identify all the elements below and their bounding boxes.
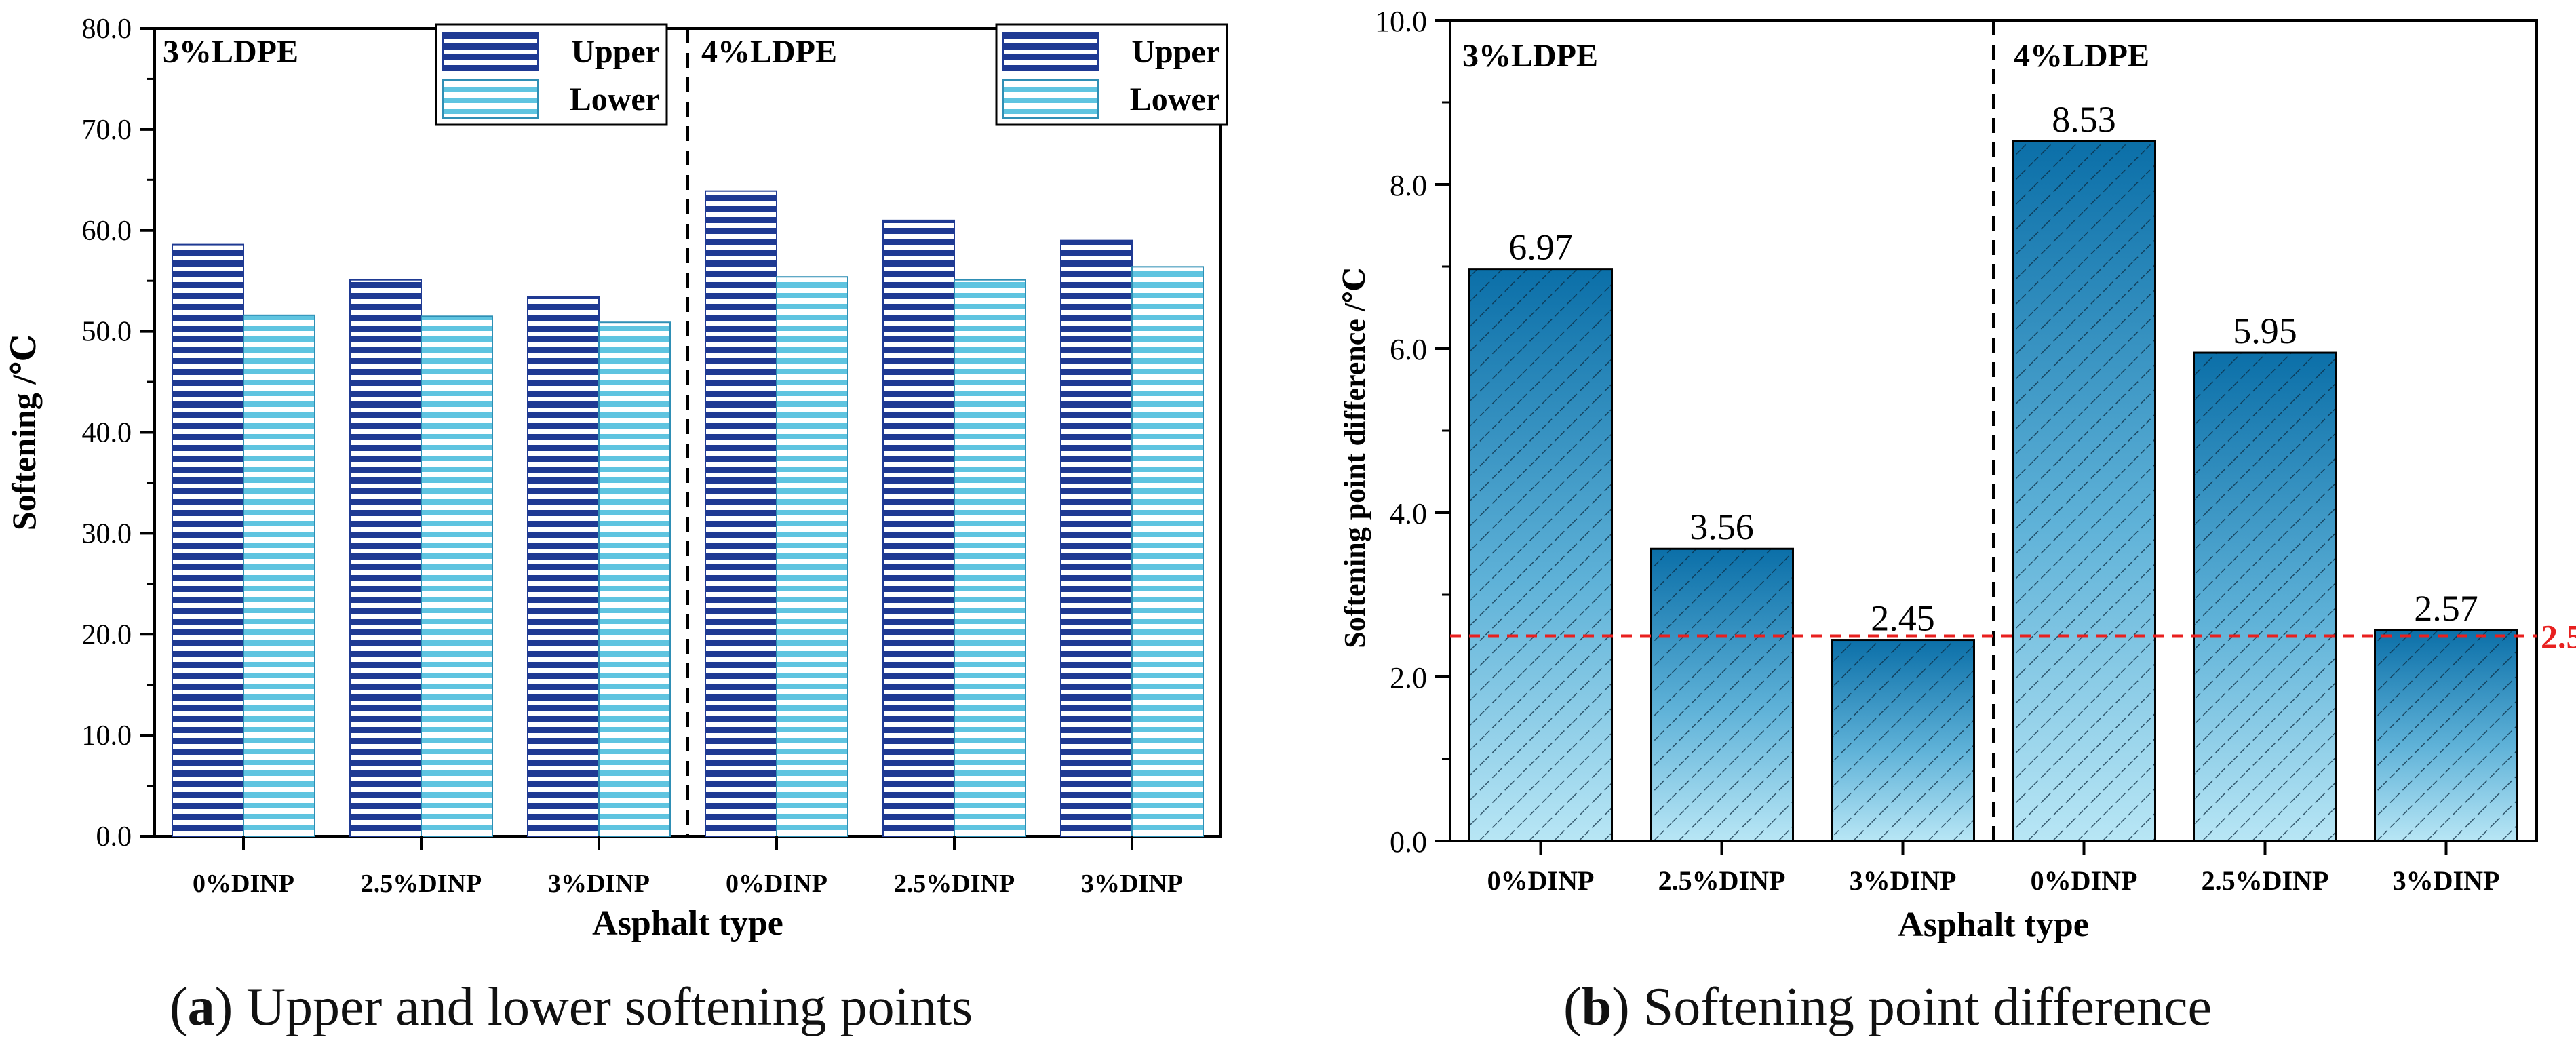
- x-tick-label-a: 3%DINP: [548, 869, 650, 898]
- y-tick-label-a: 60.0: [82, 216, 132, 247]
- y-tick-label-b: 0.0: [1390, 825, 1427, 859]
- bar-upper: [172, 243, 244, 837]
- caption-b-letter: b: [1581, 977, 1612, 1037]
- bar-value-label: 5.95: [2233, 311, 2297, 351]
- legend-label-upper: Upper: [1131, 34, 1220, 70]
- bar-value-label: 2.45: [1871, 598, 1935, 639]
- y-axis-label-a: Softening /℃: [5, 334, 43, 530]
- caption-b-text: Softening point difference: [1629, 977, 2212, 1037]
- bar-upper: [882, 219, 955, 837]
- x-tick-label-a: 3%DINP: [1081, 869, 1183, 898]
- x-tick-label-b: 2.5%DINP: [2202, 865, 2329, 896]
- bar-upper: [1060, 239, 1133, 837]
- bar-value-label: 8.53: [2052, 99, 2116, 140]
- bar-upper: [349, 279, 422, 838]
- y-tick-label-a: 10.0: [82, 720, 132, 751]
- bar-lower: [598, 321, 671, 837]
- legend-swatch-lower: [442, 79, 539, 119]
- bar-lower: [243, 314, 315, 837]
- bar-difference-hatch: [1650, 547, 1794, 842]
- bar-value-label: 6.97: [1508, 227, 1573, 268]
- x-tick-label-b: 3%DINP: [1850, 865, 1957, 896]
- bar-upper: [705, 190, 777, 838]
- bar-difference-hatch: [2374, 629, 2518, 842]
- group-label-b: 4%LDPE: [2014, 38, 2149, 74]
- legend-swatch-lower: [1002, 79, 1099, 119]
- legend-label-lower: Lower: [1130, 81, 1220, 117]
- legend-label-lower: Lower: [570, 81, 660, 117]
- x-tick-label-b: 2.5%DINP: [1658, 865, 1786, 896]
- chart-a: 0.0 10.0 20.0 30.0 40.0 50.0 60.0 70.0 80.0 0%DIN…: [5, 14, 1228, 943]
- y-tick-label-b: 2.0: [1390, 661, 1427, 694]
- y-tick-label-a: 80.0: [82, 14, 132, 45]
- y-tick-label-b: 6.0: [1390, 333, 1427, 366]
- bar-lower: [421, 315, 493, 837]
- caption-a: (a) Upper and lower softening points: [170, 977, 973, 1037]
- y-tick-label-a: 30.0: [82, 518, 132, 549]
- chart-b: 0.0 2.0 4.0 6.0 8.0 10.0 6.97 0%DINP 3.56 2.5%DIN…: [1338, 5, 2576, 944]
- bar-difference-hatch: [1831, 639, 1975, 842]
- x-axis-label-a: Asphalt type: [592, 904, 783, 943]
- x-tick-label-a: 2.5%DINP: [361, 869, 482, 898]
- legend-label-upper: Upper: [571, 34, 660, 70]
- x-tick-label-a: 0%DINP: [726, 869, 827, 898]
- y-tick-label-a: 0.0: [96, 821, 132, 853]
- y-tick-label-a: 50.0: [82, 317, 132, 348]
- x-axis-label-b: Asphalt type: [1898, 905, 2089, 944]
- y-tick-label-a: 70.0: [82, 115, 132, 146]
- group-label-a: 4%LDPE: [701, 34, 837, 70]
- x-tick-label-a: 2.5%DINP: [894, 869, 1015, 898]
- caption-a-letter: a: [187, 977, 215, 1037]
- threshold-label: 2.5: [2541, 618, 2576, 656]
- bar-lower: [954, 279, 1026, 838]
- group-label-a: 3%LDPE: [163, 34, 298, 70]
- x-tick-label-b: 3%DINP: [2393, 865, 2500, 896]
- y-axis-label-b: Softening point difference /℃: [1338, 267, 1371, 648]
- legend-swatch-upper: [1002, 32, 1099, 71]
- legend-swatch-upper: [442, 32, 539, 71]
- y-tick-label-b: 4.0: [1390, 497, 1427, 530]
- y-tick-label-b: 8.0: [1390, 169, 1427, 202]
- bar-upper: [527, 296, 600, 837]
- x-tick-label-b: 0%DINP: [2031, 865, 2138, 896]
- group-label-b: 3%LDPE: [1462, 38, 1598, 74]
- x-tick-label-b: 0%DINP: [1487, 865, 1595, 896]
- x-tick-label-a: 0%DINP: [193, 869, 294, 898]
- y-tick-label-b: 10.0: [1375, 5, 1427, 38]
- bar-difference-hatch: [2012, 140, 2156, 842]
- bar-lower: [1131, 266, 1204, 838]
- y-tick-label-a: 20.0: [82, 619, 132, 650]
- bar-difference-hatch: [2193, 351, 2337, 842]
- bar-lower: [776, 276, 848, 838]
- y-tick-label-a: 40.0: [82, 418, 132, 449]
- bar-value-label: 2.57: [2414, 588, 2478, 629]
- bar-value-label: 3.56: [1690, 507, 1754, 547]
- bar-difference-hatch: [1468, 268, 1613, 842]
- caption-b: (b) Softening point difference: [1563, 977, 2212, 1037]
- caption-a-text: Upper and lower softening points: [233, 977, 973, 1037]
